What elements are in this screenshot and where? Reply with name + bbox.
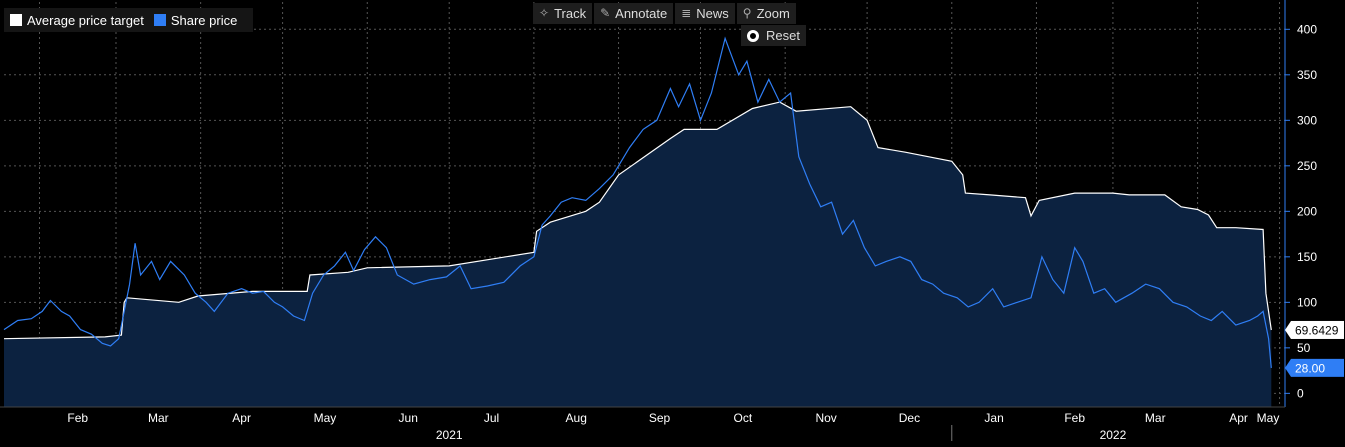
x-tick-label: Oct xyxy=(733,411,752,425)
x-tick-label: Nov xyxy=(815,411,836,425)
radio-icon xyxy=(747,29,759,42)
annotate-button[interactable]: ✎ Annotate xyxy=(594,3,674,24)
badge-label: 69.6429 xyxy=(1295,323,1339,337)
x-tick-label: Mar xyxy=(1145,411,1166,425)
reset-label: Reset xyxy=(766,28,800,43)
y-tick-label: 100 xyxy=(1297,295,1317,309)
last-value-badge-share-price: 28.00 xyxy=(1285,358,1344,377)
price-target-line xyxy=(3,101,1272,340)
x-tick-label: Apr xyxy=(1229,411,1248,425)
chart-legend: Average price target Share price xyxy=(4,8,254,32)
y-tick-label: 50 xyxy=(1297,341,1311,355)
y-tick-label: 400 xyxy=(1297,22,1317,36)
news-button[interactable]: ≣ News xyxy=(675,3,735,24)
y-tick-label: 300 xyxy=(1297,113,1317,127)
pencil-icon: ✎ xyxy=(600,6,611,20)
y-tick-label: 250 xyxy=(1297,159,1317,173)
legend-item-price-target[interactable]: Average price target xyxy=(10,13,144,28)
annotate-label: Annotate xyxy=(615,6,668,21)
x-tick-label: Sep xyxy=(649,411,671,425)
x-tick-label: Apr xyxy=(232,411,251,425)
y-tick-label: 350 xyxy=(1297,68,1317,82)
y-tick-label: 150 xyxy=(1297,250,1317,264)
badge-label: 28.00 xyxy=(1295,361,1325,375)
legend-item-share-price[interactable]: Share price xyxy=(153,12,238,28)
magnifier-icon: ⚲ xyxy=(742,6,752,20)
news-label: News xyxy=(696,6,729,21)
zoom-button[interactable]: ⚲ Zoom xyxy=(736,3,796,24)
crosshair-icon: ✧ xyxy=(539,6,550,20)
y-tick-label: 0 xyxy=(1297,386,1304,400)
x-tick-label: Aug xyxy=(566,411,587,425)
x-tick-label: Jan xyxy=(984,411,1003,425)
zoom-label: Zoom xyxy=(756,6,790,21)
track-button[interactable]: ✧ Track xyxy=(533,3,593,24)
track-label: Track xyxy=(554,6,587,21)
y-tick-label: 200 xyxy=(1297,204,1317,218)
last-value-badges: 69.6429 28.00 xyxy=(1285,320,1344,377)
chart-axes: 0 50 100 150 200 250 300 350 400 Feb Mar Apr May Jun J… xyxy=(0,0,1317,442)
x-tick-label: Dec xyxy=(899,411,920,425)
legend-label-price-target: Average price target xyxy=(27,12,144,28)
x-tick-label: Jun xyxy=(399,411,418,425)
x-tick-label: Feb xyxy=(1064,411,1085,425)
price-target-area xyxy=(4,102,1272,407)
last-value-badge-price-target: 69.6429 xyxy=(1285,320,1344,339)
list-icon: ≣ xyxy=(681,6,692,20)
badge-box xyxy=(1291,358,1344,377)
chart-toolbar: ✧ Track ✎ Annotate ≣ News ⚲ Zoom xyxy=(533,3,798,24)
x-tick-label: Feb xyxy=(67,411,88,425)
x-year-label: 2021 xyxy=(436,428,463,442)
share-price-swatch xyxy=(153,14,166,26)
x-tick-label: Jul xyxy=(484,411,499,425)
share-price-line xyxy=(3,36,1272,368)
badge-pointer xyxy=(1285,320,1291,339)
badge-pointer xyxy=(1285,358,1291,377)
badge-box xyxy=(1291,320,1344,339)
price-target-swatch xyxy=(10,14,22,26)
legend-label-share-price: Share price xyxy=(170,12,238,28)
x-tick-label: Mar xyxy=(148,411,169,425)
x-year-label: 2022 xyxy=(1100,428,1127,442)
x-tick-label: May xyxy=(314,411,337,425)
reset-button[interactable]: Reset xyxy=(741,25,806,46)
x-tick-label: May xyxy=(1257,411,1280,425)
